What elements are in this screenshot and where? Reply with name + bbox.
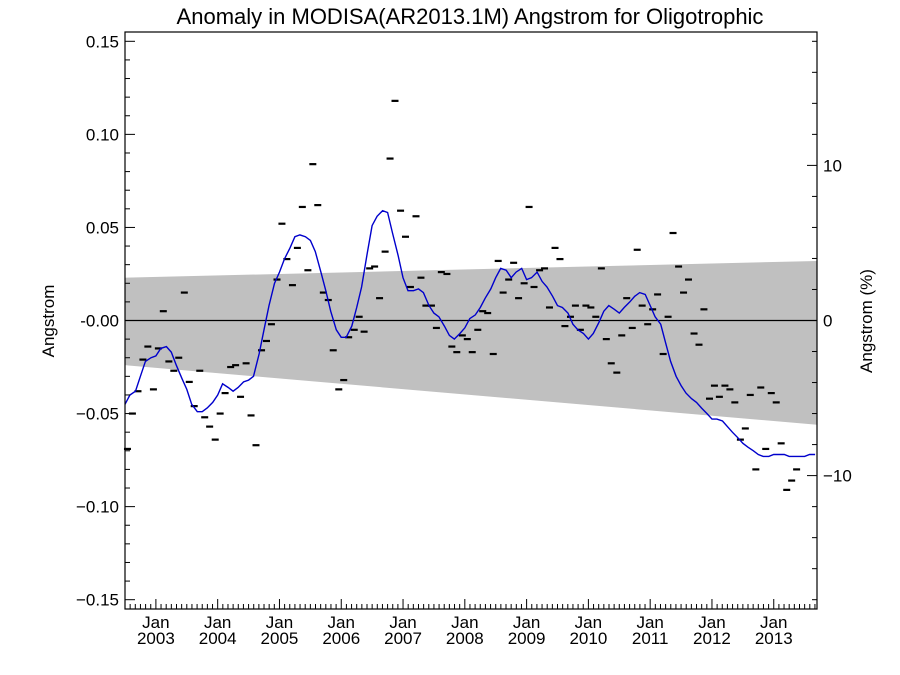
x-tick-label-month: Jan [513,613,540,632]
y-tick-label-right: −10 [823,467,852,486]
running-mean-series [124,209,816,458]
y-tick-label-right: 0 [823,312,832,331]
x-tick-label-month: Jan [204,613,231,632]
x-tick-label-year: 2012 [693,629,731,648]
y-tick-label: −0.15 [76,591,119,610]
x-tick-label-month: Jan [328,613,355,632]
chart-title: Anomaly in MODISA(AR2013.1M) Angstrom fo… [177,4,764,29]
x-tick-label-month: Jan [698,613,725,632]
y-axis-label-left: Angstrom [39,285,58,358]
y-tick-label: −0.05 [76,405,119,424]
x-tick-label-year: 2009 [508,629,546,648]
x-tick-label-year: 2013 [755,629,793,648]
x-tick-label-year: 2010 [569,629,607,648]
confidence-band [125,260,817,425]
running-mean-line [124,209,816,458]
x-tick-label-month: Jan [142,613,169,632]
y-tick-label: 0.10 [86,125,119,144]
x-tick-label-year: 2003 [137,629,175,648]
x-tick-label-year: 2008 [446,629,484,648]
y-axis-right: 10 0 −10 [807,40,852,601]
y-tick-label-right: 10 [823,156,842,175]
x-tick-label-year: 2005 [261,629,299,648]
x-tick-label-month: Jan [266,613,293,632]
x-tick-label-year: 2006 [322,629,360,648]
x-tick-label-month: Jan [389,613,416,632]
x-tick-label-year: 2004 [199,629,237,648]
y-tick-label: −0.10 [76,498,119,517]
y-tick-label: 0.15 [86,32,119,51]
y-tick-label: -0.00 [80,312,119,331]
x-tick-label-month: Jan [575,613,602,632]
y-tick-label: 0.05 [86,218,119,237]
x-tick-label-month: Jan [451,613,478,632]
x-tick-label-year: 2007 [384,629,422,648]
x-tick-label-month: Jan [636,613,663,632]
x-tick-label-month: Jan [760,613,787,632]
confidence-band-area [125,260,817,425]
y-axis-left: 0.15 0.10 0.05 -0.00 −0.05 −0.10 −0.15 [76,32,135,610]
y-axis-label-right: Angstrom (%) [857,269,876,373]
x-tick-label-year: 2011 [632,629,669,648]
x-axis: Jan2003Jan2004Jan2005Jan2006Jan2007Jan20… [124,599,816,648]
